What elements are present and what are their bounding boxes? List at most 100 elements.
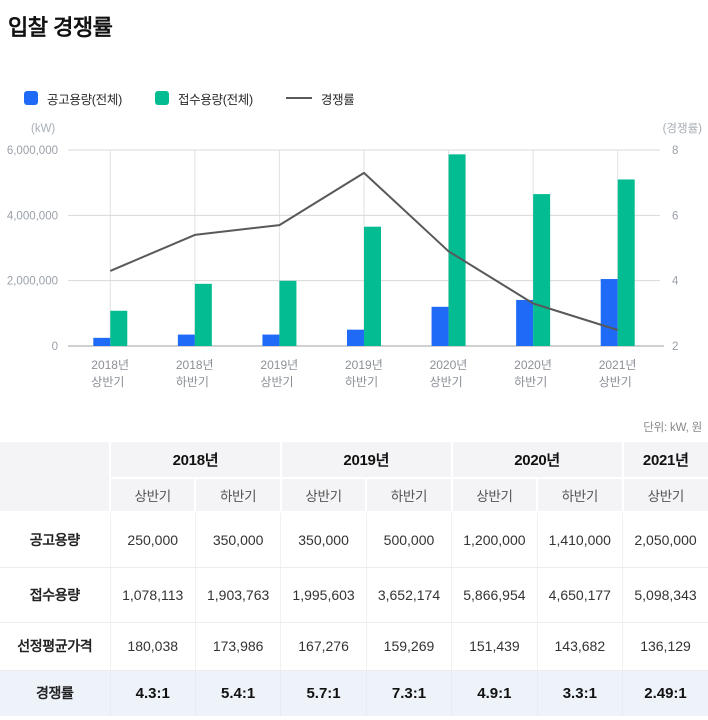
x-axis-label-half: 상반기 [430,375,463,389]
bar-received [194,283,212,346]
left-axis-tick: 2,000,000 [7,276,58,288]
value-cell: 500,000 [366,512,453,568]
chart-legend: 공고용량(전체) 접수용량(전체) 경쟁률 [24,89,708,108]
x-axis-label-year: 2018년 [176,358,214,372]
bar-received [364,226,381,346]
half-header-row: 상반기 하반기 상반기 하반기 상반기 하반기 상반기 [0,478,708,513]
bar-announced [431,306,449,346]
value-cell: 7.3:1 [366,670,453,716]
x-axis-label-year: 2020년 [430,358,468,372]
x-axis-label-year: 2019년 [260,358,298,372]
value-cell: 4,650,177 [537,567,624,623]
value-cell: 350,000 [195,512,282,568]
unit-note: 단위: kW, 원 [643,422,702,434]
value-cell: 350,000 [280,512,367,568]
value-cell: 159,269 [366,622,453,671]
half-header: 하반기 [366,478,453,513]
right-axis-tick: 6 [672,210,678,222]
right-axis-tick: 2 [672,341,678,353]
left-axis-tick: 0 [52,341,58,353]
year-header: 2020년 [451,442,624,479]
value-cell: 180,038 [110,622,196,671]
legend-item-0[interactable]: 공고용량(전체) [24,89,122,108]
value-cell: 1,078,113 [110,567,196,623]
x-axis-label-year: 2020년 [514,358,552,372]
x-axis-label-year: 2018년 [91,358,129,372]
value-cell: 3.3:1 [537,670,624,716]
bar-received [617,179,635,346]
legend-color-swatch [24,91,38,105]
table-row-2: 선정평균가격 180,038 173,986 167,276 159,269 151,43… [0,622,708,671]
value-cell: 4.3:1 [110,670,196,716]
bar-announced [262,334,280,346]
table-corner-cell [0,442,111,513]
value-cell: 1,410,000 [537,512,624,568]
half-header: 하반기 [537,478,624,513]
table-body: 공고용량 250,000 350,000 350,000 500,000 1,200,00… [0,512,708,716]
x-axis-label-year: 2019년 [345,358,383,372]
x-axis-label-year: 2021년 [599,358,637,372]
value-cell: 250,000 [110,512,196,568]
value-cell: 2,050,000 [622,512,708,568]
legend-label: 접수용량(전체) [177,92,253,107]
bar-announced [93,337,111,346]
right-axis-tick: 4 [672,276,679,288]
legend-item-1[interactable]: 접수용량(전체) [154,89,253,108]
value-cell: 5,098,343 [622,567,708,623]
legend-label: 경쟁률 [320,92,355,107]
half-header: 상반기 [110,478,197,513]
legend-color-swatch [154,91,169,105]
year-header: 2018년 [110,442,282,479]
value-cell: 143,682 [537,622,624,671]
x-axis-label-half: 하반기 [176,375,209,389]
table-row-3: 경쟁률 4.3:1 5.4:1 5.7:1 7.3:1 4.9:1 3.3:1 2.49:1 [0,670,708,716]
bar-announced [177,334,195,346]
x-axis-label-half: 하반기 [345,375,378,389]
bar-announced [347,329,364,346]
bar-announced [600,279,618,346]
left-axis-tick: 4,000,000 [7,210,58,222]
legend-line-swatch [285,97,312,99]
value-cell: 136,129 [622,622,708,671]
x-axis-label-half: 상반기 [260,375,293,389]
bar-received [448,154,466,346]
left-axis-tick: 6,000,000 [7,145,58,157]
half-header: 상반기 [280,478,368,513]
year-header: 2019년 [280,442,453,479]
year-header: 2021년 [622,442,708,479]
right-axis-unit: (경쟁률) [663,121,703,135]
page-title: 입찰 경쟁률 [8,15,113,40]
value-cell: 3,652,174 [366,567,453,623]
value-cell: 4.9:1 [451,670,538,716]
legend-label: 공고용량(전체) [47,92,122,107]
half-header: 하반기 [195,478,282,513]
row-label: 공고용량 [0,512,111,568]
rate-line [109,171,619,331]
value-cell: 1,903,763 [195,567,282,623]
row-label: 접수용량 [0,567,111,623]
left-axis-unit: (kW) [31,123,55,135]
half-header: 상반기 [622,478,708,513]
value-cell: 1,200,000 [451,512,538,568]
row-label: 경쟁률 [0,670,111,716]
bar-received [279,280,297,346]
value-cell: 5.7:1 [280,670,367,716]
x-axis-label-half: 하반기 [514,375,547,389]
competition-rate-chart: (kW) (경쟁률) 6,000,000 4,000,000 2,000,000 0 8 6 4… [7,121,703,389]
x-axis-label-half: 상반기 [599,375,632,389]
value-cell: 2.49:1 [622,670,708,716]
year-header-row: 2018년 2019년 2020년 2021년 [0,442,708,513]
value-cell: 167,276 [280,622,367,671]
table-row-1: 접수용량 1,078,113 1,903,763 1,995,603 3,652,174… [0,567,708,623]
value-cell: 5.4:1 [195,670,282,716]
value-cell: 1,995,603 [280,567,367,623]
value-cell: 173,986 [195,622,282,671]
legend-item-2[interactable]: 경쟁률 [285,89,355,108]
bar-received [533,194,551,346]
row-label: 선정평균가격 [0,622,111,671]
bar-received [110,310,128,346]
value-cell: 5,866,954 [451,567,538,623]
x-axis-label-half: 상반기 [91,375,124,389]
chart-wrap: (kW) (경쟁률) 6,000,000 4,000,000 2,000,000 0 8 6 4… [0,116,708,401]
